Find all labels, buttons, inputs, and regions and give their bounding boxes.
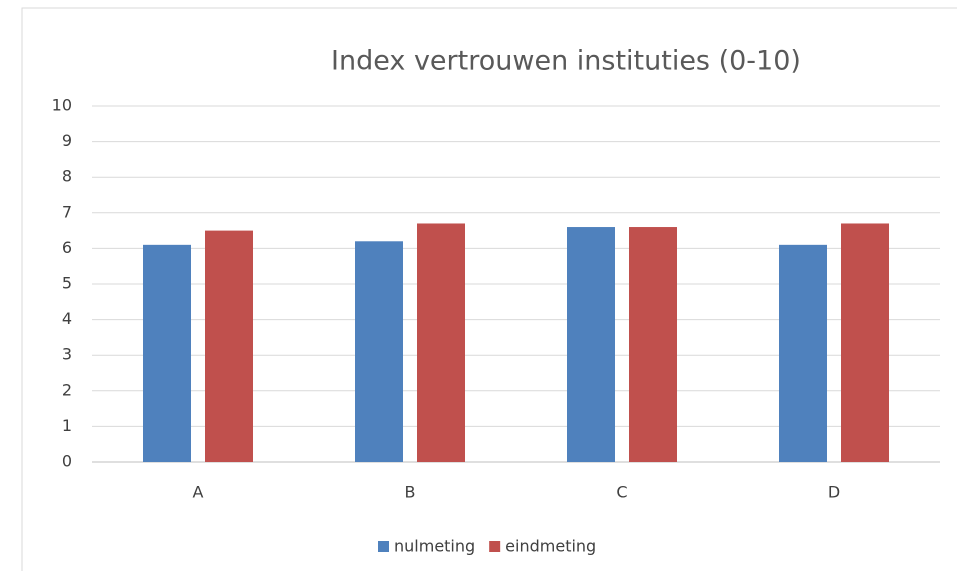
- y-tick-label: 8: [62, 167, 72, 186]
- x-tick-label: D: [828, 483, 840, 502]
- x-tick-label: A: [193, 483, 204, 502]
- y-tick-label: 6: [62, 238, 72, 257]
- bar: [355, 241, 403, 462]
- y-tick-label: 7: [62, 202, 72, 221]
- y-tick-label: 2: [62, 380, 72, 399]
- bar: [205, 230, 253, 462]
- bar: [779, 244, 827, 462]
- bar: [567, 227, 615, 462]
- y-tick-label: 0: [62, 452, 72, 471]
- chart-title: Index vertrouwen instituties (0-10): [331, 46, 801, 77]
- y-tick-label: 9: [62, 131, 72, 150]
- y-tick-label: 5: [62, 274, 72, 293]
- legend-swatch: [489, 541, 501, 552]
- legend-swatch: [378, 541, 389, 552]
- chart-frame: [21, 7, 957, 571]
- y-tick-label: 3: [62, 345, 72, 364]
- x-tick-label: B: [405, 483, 416, 502]
- x-tick-label: C: [616, 483, 627, 502]
- y-tick-label: 1: [62, 416, 72, 435]
- bar: [841, 223, 889, 462]
- legend-label: nulmeting: [394, 537, 475, 556]
- y-tick-label: 4: [62, 309, 72, 328]
- bar: [143, 244, 191, 462]
- y-tick-label: 10: [52, 96, 72, 115]
- bar: [629, 227, 677, 462]
- bar: [417, 223, 465, 462]
- legend-label: eindmeting: [505, 537, 596, 556]
